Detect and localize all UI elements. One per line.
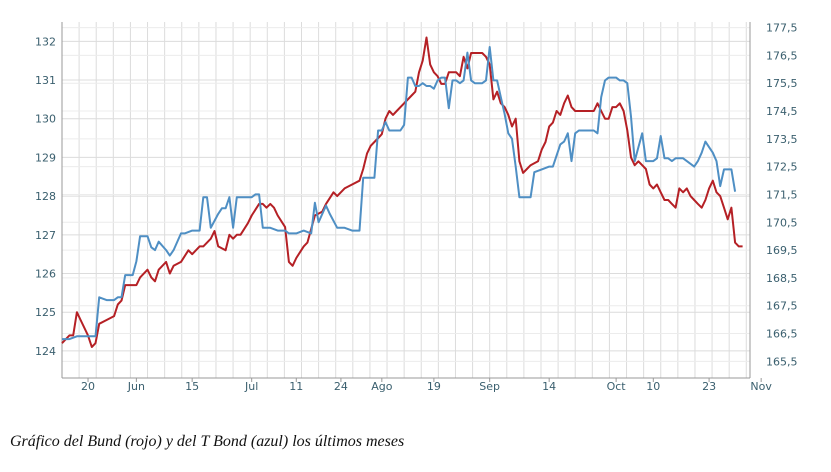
chart-axes xyxy=(61,22,751,379)
y-right-tick-label: 174,5 xyxy=(766,105,798,118)
y-left-tick-label: 124 xyxy=(35,345,56,358)
x-tick-label: 14 xyxy=(542,380,556,393)
x-tick-label: Sep xyxy=(479,380,500,393)
bund-series-line xyxy=(61,36,743,348)
y-right-tick-label: 171,5 xyxy=(766,188,798,201)
x-tick-label: Oct xyxy=(607,380,627,393)
y-right-tick-label: 167,5 xyxy=(766,300,798,313)
x-tick-label: Jul xyxy=(244,380,258,393)
x-tick-label: 11 xyxy=(289,380,303,393)
y-right-tick-label: 166,5 xyxy=(766,328,798,341)
tick-labels: 124 125 126 127 128 129 130 131 132 165,5 166,5 167… xyxy=(35,22,798,393)
y-left-tick-label: 132 xyxy=(35,35,56,48)
x-tick-label: Jun xyxy=(127,380,145,393)
chart-caption: Gráfico del Bund (rojo) y del T Bond (az… xyxy=(10,433,405,450)
y-left-tick-label: 131 xyxy=(35,74,56,87)
y-right-tick-label: 168,5 xyxy=(766,272,798,285)
bund-tbond-line-chart: 124 125 126 127 128 129 130 131 132 165,5 166,5 167… xyxy=(35,22,798,393)
series-lines xyxy=(61,36,743,348)
x-tick-label: 15 xyxy=(185,380,199,393)
x-tick-label: 24 xyxy=(334,380,348,393)
y-left-tick-label: 129 xyxy=(35,151,56,164)
y-left-tick-label: 125 xyxy=(35,306,56,319)
tbond-series-line xyxy=(62,46,737,341)
y-right-tick-label: 170,5 xyxy=(766,216,798,229)
grid-lines xyxy=(61,22,750,378)
y-right-tick-label: 172,5 xyxy=(766,161,798,174)
x-tick-label: 20 xyxy=(81,380,95,393)
x-tick-label: 23 xyxy=(702,380,716,393)
x-tick-label: 19 xyxy=(427,380,441,393)
y-right-tick-label: 173,5 xyxy=(766,133,798,146)
y-left-tick-label: 130 xyxy=(35,113,56,126)
y-right-tick-label: 169,5 xyxy=(766,244,798,257)
y-right-tick-label: 177,5 xyxy=(766,22,798,35)
x-tick-label: Ago xyxy=(371,380,393,393)
x-tick-label: 10 xyxy=(646,380,660,393)
y-right-tick-label: 165,5 xyxy=(766,355,798,368)
y-left-tick-label: 126 xyxy=(35,268,56,281)
y-left-tick-label: 128 xyxy=(35,190,56,203)
y-left-tick-label: 127 xyxy=(35,229,56,242)
y-right-tick-label: 175,5 xyxy=(766,77,798,90)
x-tick-label: Nov xyxy=(750,380,772,393)
y-right-tick-label: 176,5 xyxy=(766,49,798,62)
